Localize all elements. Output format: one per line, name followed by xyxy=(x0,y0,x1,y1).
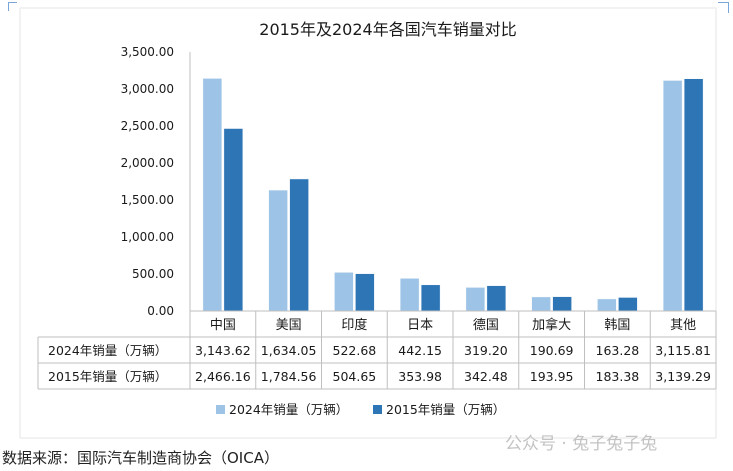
data-value-label: 353.98 xyxy=(398,369,442,384)
data-value-label: 1,784.56 xyxy=(261,369,317,384)
bar-2024 xyxy=(202,78,223,312)
y-tick-label: 1,000.00 xyxy=(121,230,174,244)
data-value-label: 504.65 xyxy=(333,369,377,384)
data-value-label: 2,466.16 xyxy=(195,369,251,384)
data-value-label: 442.15 xyxy=(398,343,442,358)
category-label: 美国 xyxy=(276,318,302,333)
y-tick-label: 0.00 xyxy=(147,304,174,318)
y-tick-label: 1,500.00 xyxy=(121,193,174,207)
row-series-name: 2015年销量（万辆） xyxy=(48,369,167,384)
data-value-label: 319.20 xyxy=(464,343,508,358)
legend-swatch-2024 xyxy=(216,405,225,414)
bar-2015 xyxy=(552,296,572,312)
data-value-label: 342.48 xyxy=(464,369,508,384)
bar-2024 xyxy=(465,287,486,312)
bar-2024 xyxy=(597,298,617,312)
data-value-label: 1,634.05 xyxy=(261,343,317,358)
y-tick-label: 2,500.00 xyxy=(121,119,174,133)
row-series-name: 2024年销量（万辆） xyxy=(48,343,167,358)
data-value-label: 3,115.81 xyxy=(655,343,711,358)
data-value-label: 3,143.62 xyxy=(195,343,251,358)
category-label: 德国 xyxy=(473,318,499,333)
bar-2015 xyxy=(223,128,244,312)
bar-2015 xyxy=(486,285,507,312)
frame-corner-right xyxy=(718,2,729,13)
legend-label-2024: 2024年销量（万辆） xyxy=(229,402,348,417)
y-tick-label: 500.00 xyxy=(132,267,174,281)
y-tick-label: 3,500.00 xyxy=(121,45,174,59)
category-label: 加拿大 xyxy=(532,317,571,333)
data-value-label: 3,139.29 xyxy=(655,369,711,384)
bar-2024 xyxy=(334,272,354,312)
chart-border xyxy=(19,7,717,439)
legend-swatch-2015 xyxy=(373,405,382,414)
category-label: 印度 xyxy=(341,317,367,333)
bar-2024 xyxy=(662,80,683,312)
bar-2015 xyxy=(683,78,704,312)
data-value-label: 190.69 xyxy=(530,343,574,358)
data-value-label: 522.68 xyxy=(333,343,377,358)
frame-corner-left xyxy=(8,2,17,11)
source-note: 数据来源：国际汽车制造商协会（OICA） xyxy=(2,449,279,467)
y-tick-label: 2,000.00 xyxy=(121,156,174,170)
data-value-label: 183.38 xyxy=(596,369,640,384)
bar-2015 xyxy=(289,178,309,312)
watermark-text: 公众号 · 兔子兔子兔 xyxy=(505,434,658,454)
category-label: 日本 xyxy=(407,318,433,333)
y-tick-label: 3,000.00 xyxy=(121,82,174,96)
category-label: 中国 xyxy=(210,318,236,333)
category-label: 韩国 xyxy=(604,318,630,333)
category-label: 其他 xyxy=(670,318,696,333)
bar-2024 xyxy=(268,189,288,312)
bar-2015 xyxy=(355,273,375,312)
bar-2024 xyxy=(399,278,420,312)
legend-label-2015: 2015年销量（万辆） xyxy=(386,402,505,417)
chart-title: 2015年及2024年各国汽车销量对比 xyxy=(259,20,516,39)
bar-2015 xyxy=(618,297,638,312)
data-value-label: 163.28 xyxy=(596,343,640,358)
bar-2024 xyxy=(531,296,551,312)
data-value-label: 193.95 xyxy=(530,369,574,384)
bar-2015 xyxy=(420,284,441,312)
